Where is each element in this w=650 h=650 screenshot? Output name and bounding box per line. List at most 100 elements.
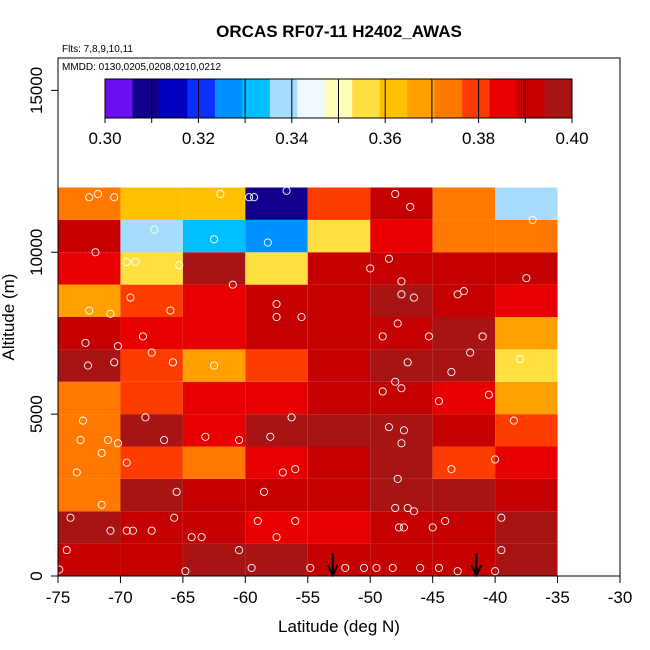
heatmap-cell — [182, 187, 246, 220]
heatmap-cell — [432, 478, 496, 512]
colorbar-swatch — [214, 79, 243, 118]
sample-point — [62, 546, 71, 555]
sample-point — [478, 332, 487, 341]
sample-point — [228, 280, 237, 289]
heatmap-cell — [495, 349, 558, 382]
heatmap-cell — [495, 317, 558, 350]
sample-point — [150, 225, 159, 234]
sample-point — [245, 193, 254, 202]
heatmap-cell — [182, 252, 246, 285]
sample-point — [484, 390, 493, 399]
sample-point — [416, 563, 425, 572]
sample-point — [291, 516, 300, 526]
x-axis-label: Latitude (deg N) — [278, 617, 400, 636]
sample-point — [141, 413, 150, 422]
sample-point — [91, 248, 100, 257]
heatmap-cell — [307, 381, 371, 415]
heatmap-cell — [432, 543, 496, 576]
sample-point — [113, 439, 122, 448]
heatmap-cell — [120, 478, 183, 512]
sample-point — [522, 274, 531, 283]
sample-point — [393, 319, 402, 328]
heatmap-cell — [495, 252, 558, 285]
heatmap-cell — [495, 284, 558, 317]
heatmap-cell — [307, 478, 371, 512]
sample-point — [187, 533, 196, 542]
colorbar-swatch — [379, 79, 408, 118]
heatmap-cell — [245, 252, 308, 285]
heatmap-cell — [495, 219, 558, 253]
heatmap-cell — [495, 381, 558, 415]
sample-point — [366, 264, 375, 273]
heatmap-cell — [370, 284, 433, 317]
heatmap-cell — [245, 317, 308, 350]
heatmap-cell — [307, 252, 371, 285]
heatmap-cell — [370, 219, 433, 253]
sample-point — [76, 435, 85, 445]
heatmap-cell — [495, 543, 558, 576]
heatmap-cell — [182, 414, 246, 447]
heatmap-cell — [495, 446, 558, 479]
arrow-head — [326, 564, 339, 578]
heatmap-cell — [245, 478, 308, 512]
sample-point — [110, 193, 119, 202]
heatmap-cell — [58, 349, 121, 382]
sample-point — [78, 416, 88, 425]
heatmap-cell — [245, 543, 308, 576]
heatmap-cell — [370, 381, 433, 415]
sample-point — [384, 423, 394, 432]
sample-point — [131, 257, 140, 267]
sample-point — [85, 306, 94, 315]
sample-point — [250, 193, 259, 202]
heatmap-cell — [58, 414, 121, 447]
sample-point — [266, 432, 275, 441]
y-tick-label: 15000 — [27, 67, 46, 114]
sample-point — [453, 567, 462, 576]
colorbar-swatch — [517, 79, 546, 118]
heatmap-cell — [58, 543, 121, 576]
heatmap-cell — [370, 414, 433, 447]
heatmap-cell — [58, 446, 121, 479]
heatmap-cell — [245, 381, 308, 415]
sample-point — [384, 254, 394, 263]
sample-point — [235, 546, 244, 555]
colorbar-tick-label: 0.32 — [182, 129, 215, 148]
heatmap-cell — [432, 349, 496, 382]
heatmap-cell — [182, 511, 246, 544]
sample-point — [491, 455, 500, 464]
heatmap-cell — [120, 446, 183, 479]
x-axis: -75 -70 -65 -60 -55 -50 -45 -40 -35 -30 — [46, 575, 632, 607]
sample-point — [81, 338, 90, 347]
colorbar-swatch — [105, 79, 133, 118]
colorbar-swatch — [159, 79, 188, 118]
profile-arrows — [326, 553, 483, 578]
heatmap-cell — [432, 381, 496, 415]
sample-point — [403, 503, 412, 513]
sample-point — [147, 526, 156, 535]
sample-point — [397, 277, 406, 286]
heatmap-cell — [245, 511, 308, 544]
heatmap-cell — [432, 317, 496, 350]
sample-point — [138, 332, 147, 341]
sample-point — [378, 387, 387, 396]
sample-point — [83, 361, 93, 370]
dates-label: MMDD: 0130,0205,0208,0210,0212 — [62, 62, 221, 73]
colorbar-swatch — [462, 79, 491, 118]
sample-point — [424, 332, 433, 341]
heatmap-cell — [432, 446, 496, 479]
colorbar-tick-label: 0.34 — [275, 129, 308, 148]
sample-point — [528, 215, 537, 224]
y-tick-label: 5000 — [27, 395, 46, 433]
colorbar-tick-label: 0.38 — [462, 129, 495, 148]
heatmap-cell — [182, 349, 246, 382]
sample-point — [409, 507, 418, 516]
x-tick-label: -55 — [295, 588, 320, 607]
sample-point — [147, 348, 156, 357]
sample-point — [197, 533, 206, 542]
sample-point — [306, 563, 315, 572]
heatmap-cell — [432, 414, 496, 447]
sample-point — [272, 312, 281, 322]
heatmap-cell — [58, 252, 121, 285]
colorbar-swatch — [242, 79, 271, 118]
